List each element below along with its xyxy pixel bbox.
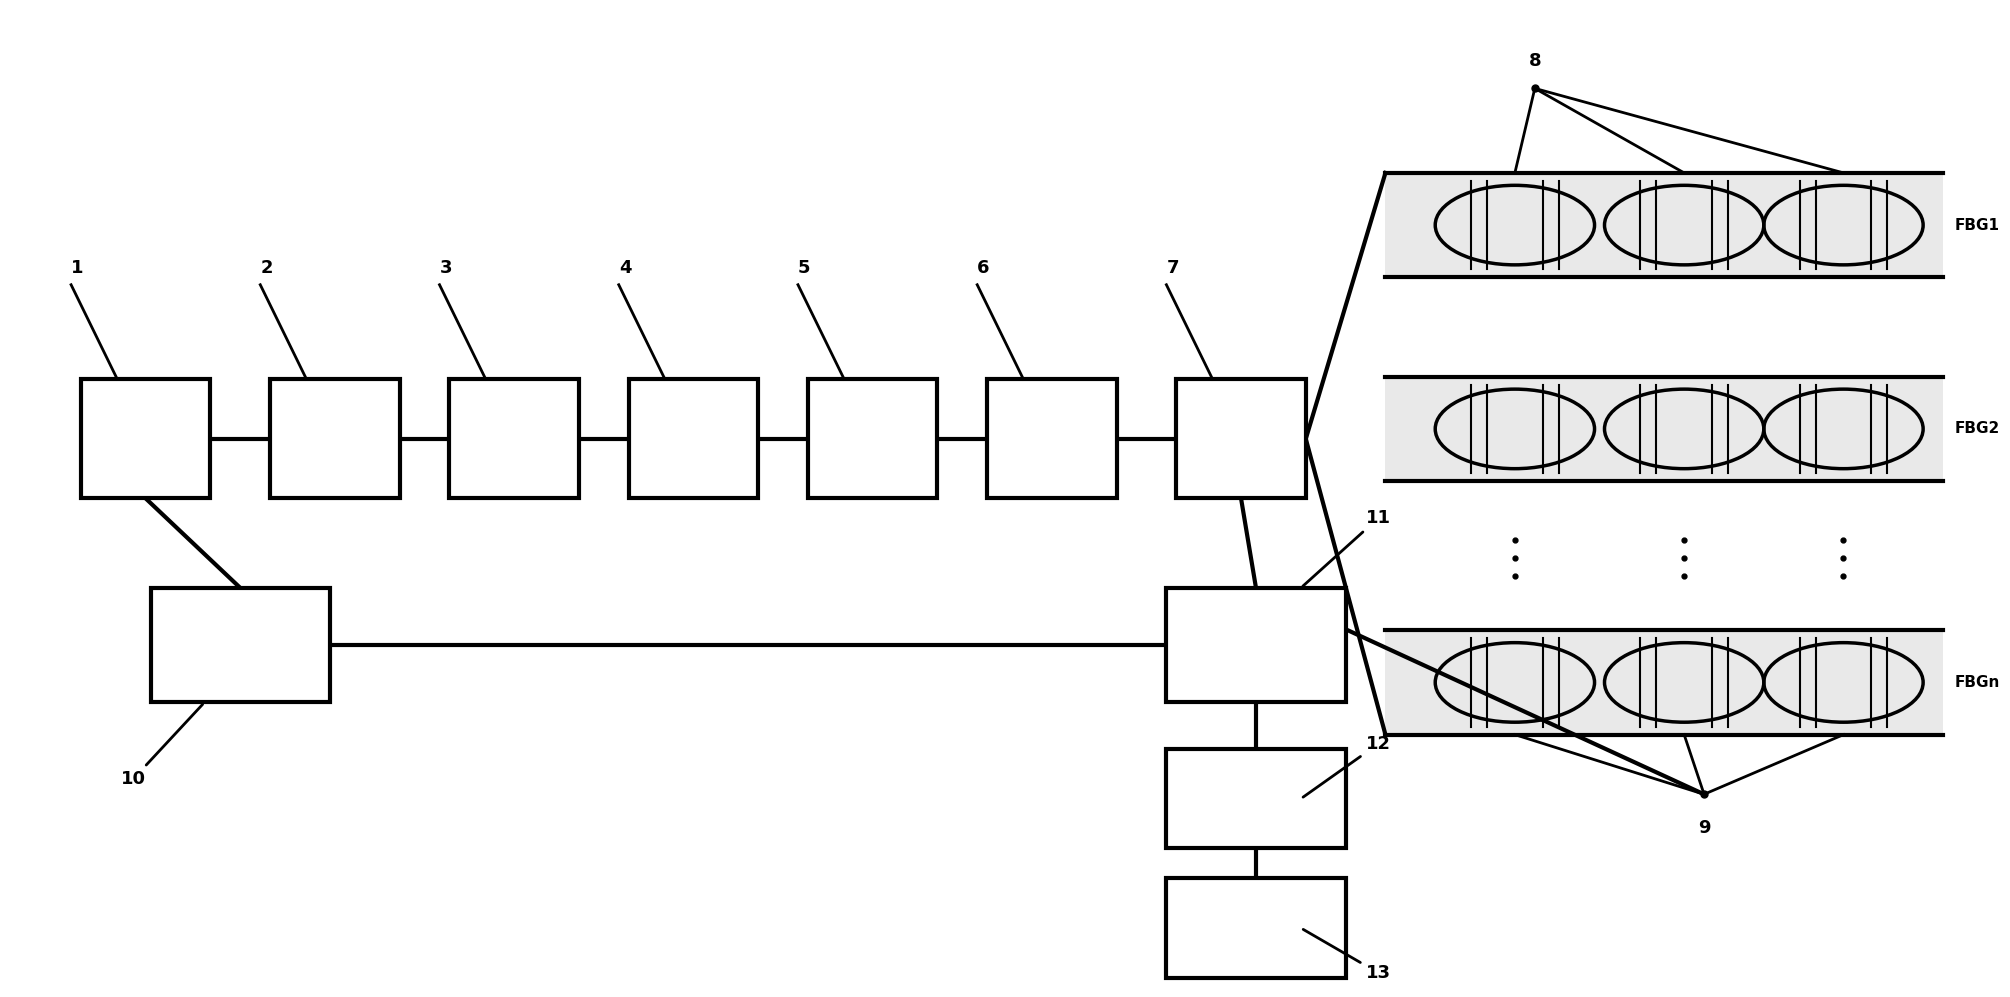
Bar (1166, 878, 1345, 978)
Bar (987, 379, 1118, 498)
Bar (151, 588, 330, 702)
Text: 13: 13 (1302, 929, 1391, 982)
Text: FBGn: FBGn (1956, 675, 2000, 690)
Text: 4: 4 (619, 259, 631, 277)
Text: 2: 2 (259, 259, 273, 277)
Text: 6: 6 (977, 259, 989, 277)
Text: FBG2: FBG2 (1956, 422, 2000, 437)
Text: 12: 12 (1302, 735, 1391, 798)
Bar (1166, 588, 1345, 702)
Text: 1: 1 (70, 259, 84, 277)
Bar (808, 379, 937, 498)
Bar (1385, 172, 1944, 277)
Text: 11: 11 (1302, 509, 1391, 586)
Text: 5: 5 (798, 259, 810, 277)
Bar (1166, 749, 1345, 848)
Bar (629, 379, 758, 498)
Bar (1385, 630, 1944, 735)
Text: 7: 7 (1166, 259, 1180, 277)
Text: 10: 10 (121, 704, 203, 788)
Text: FBG1: FBG1 (1956, 217, 2000, 232)
Text: 3: 3 (440, 259, 452, 277)
Bar (1176, 379, 1306, 498)
Bar (1385, 377, 1944, 482)
Text: 8: 8 (1528, 53, 1542, 71)
Bar (269, 379, 400, 498)
Bar (80, 379, 211, 498)
Text: 9: 9 (1698, 820, 1711, 837)
Bar (450, 379, 579, 498)
